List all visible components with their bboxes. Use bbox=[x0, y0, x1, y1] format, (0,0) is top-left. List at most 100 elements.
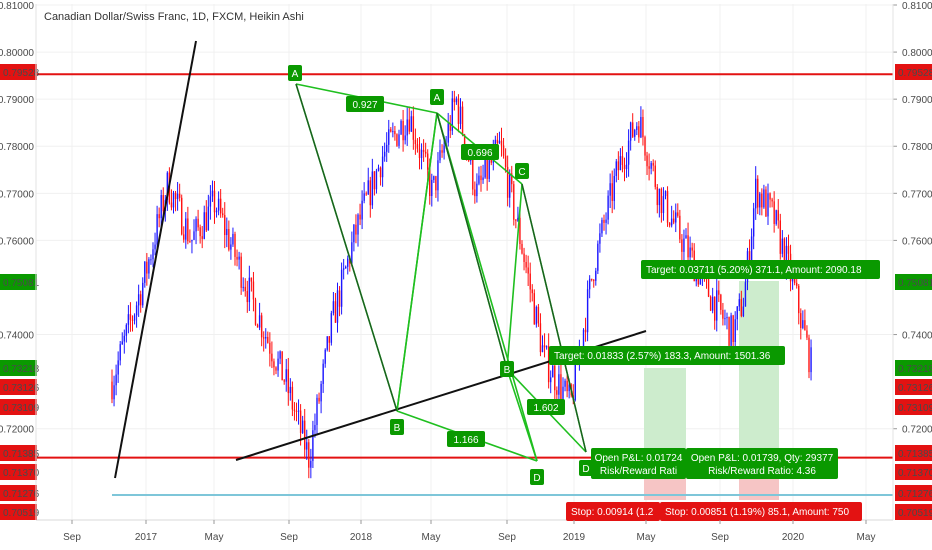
candle-body bbox=[113, 385, 115, 400]
candle-body bbox=[429, 169, 431, 196]
candle-body bbox=[541, 345, 544, 353]
candle-body bbox=[800, 313, 802, 328]
candle-body bbox=[506, 166, 509, 198]
candle-body bbox=[519, 217, 521, 245]
price-label-right: 0.75081 bbox=[895, 274, 932, 290]
candle-body bbox=[478, 175, 480, 184]
price-label-text: 0.79528 bbox=[898, 68, 932, 79]
candle-body bbox=[383, 151, 386, 157]
candle-body bbox=[586, 289, 589, 333]
harmonic-pattern: A B A C B D D 0.927 0.696 1.602 1.166 bbox=[288, 65, 593, 485]
candle-body bbox=[644, 137, 646, 156]
candle-body bbox=[480, 175, 482, 181]
candle-body bbox=[617, 161, 620, 171]
candle-body bbox=[176, 193, 179, 200]
candle-body bbox=[271, 353, 273, 362]
candle-body bbox=[365, 193, 367, 195]
candle-body bbox=[720, 294, 722, 310]
candle-body bbox=[199, 227, 201, 237]
candle-body bbox=[318, 397, 320, 402]
candle-body bbox=[133, 315, 136, 321]
candle-body bbox=[648, 166, 650, 169]
candle-body bbox=[431, 179, 433, 196]
candle-body bbox=[502, 145, 505, 156]
candle-body bbox=[740, 299, 743, 317]
candle-body bbox=[228, 229, 230, 250]
candle-body bbox=[386, 144, 388, 152]
candle-body bbox=[451, 98, 453, 131]
stop-label-left-line: Stop: 0.00914 (1.2 bbox=[571, 507, 654, 518]
candle-body bbox=[484, 158, 486, 178]
candle-body bbox=[558, 374, 560, 395]
candle-body bbox=[670, 218, 673, 226]
candle-body bbox=[566, 380, 568, 392]
candle-body bbox=[236, 256, 238, 260]
candle-body bbox=[410, 116, 412, 132]
candle-body bbox=[504, 155, 507, 167]
candle-body bbox=[234, 233, 236, 257]
y-axis-right: 0.81000 0.80000 0.79000 0.78000 0.77000 0.760… bbox=[892, 1, 932, 520]
candle-body bbox=[666, 191, 669, 223]
candle-body bbox=[195, 218, 197, 232]
y-tick-right: 0.81000 bbox=[902, 1, 932, 12]
pattern-point-a-text: A bbox=[292, 69, 299, 80]
candle-body bbox=[621, 156, 624, 165]
stop-label-right-line: Stop: 0.00851 (1.19%) 85.1, Amount: 750 bbox=[665, 507, 849, 518]
candle-body bbox=[340, 269, 343, 307]
candle-body bbox=[402, 120, 404, 141]
candle-body bbox=[439, 150, 441, 161]
ratio-label-text: 1.602 bbox=[533, 403, 558, 414]
candle-body bbox=[533, 293, 535, 325]
candle-body bbox=[400, 120, 402, 135]
candle-body bbox=[527, 267, 529, 274]
candle-body bbox=[332, 301, 335, 314]
candle-body bbox=[142, 282, 144, 306]
candle-body bbox=[627, 140, 630, 165]
candle-body bbox=[584, 329, 587, 333]
x-axis: Sep 2017 May Sep 2018 May Sep 2019 May Sep 2020 May bbox=[63, 520, 875, 543]
candle-body bbox=[398, 134, 400, 146]
candle-body bbox=[660, 188, 663, 214]
candle-body bbox=[642, 117, 644, 138]
candle-body bbox=[238, 256, 240, 260]
candle-body bbox=[299, 410, 302, 433]
candle-body bbox=[160, 195, 162, 219]
price-label-text: 0.73109 bbox=[898, 403, 932, 414]
pattern-point-c-text: C bbox=[518, 167, 525, 178]
candle-body bbox=[509, 173, 511, 198]
candle-body bbox=[205, 212, 207, 231]
harmonic-leg-dark bbox=[295, 83, 398, 412]
candle-body bbox=[654, 165, 656, 187]
candle-body bbox=[685, 235, 687, 239]
target-label-lower-line: Target: 0.01833 (2.57%) 183.3, Amount: 1… bbox=[554, 351, 771, 362]
stop-label-right: Stop: 0.00851 (1.19%) 85.1, Amount: 750 bbox=[660, 502, 862, 521]
open-pl-label-left: Open P&L: 0.01724 Risk/Reward Rati bbox=[591, 448, 686, 479]
candle-body bbox=[459, 106, 462, 124]
candle-body bbox=[123, 335, 125, 342]
candle-body bbox=[673, 218, 675, 223]
candle-body bbox=[232, 233, 234, 245]
candle-body bbox=[269, 342, 271, 354]
candle-body bbox=[588, 278, 591, 290]
candle-body bbox=[392, 131, 394, 133]
candle-body bbox=[529, 273, 531, 290]
candle-body bbox=[679, 215, 681, 240]
candle-body bbox=[777, 210, 779, 221]
candle-body bbox=[424, 151, 427, 154]
candle-body bbox=[629, 122, 632, 141]
price-label-right: 0.73109 bbox=[895, 399, 932, 415]
candle-body bbox=[691, 247, 693, 251]
candle-body bbox=[277, 358, 279, 371]
pattern-point-b-text: B bbox=[504, 365, 511, 376]
candle-body bbox=[728, 317, 730, 346]
candle-body bbox=[765, 189, 767, 217]
candle-body bbox=[371, 171, 374, 206]
candle-body bbox=[463, 134, 466, 151]
candle-body bbox=[287, 369, 289, 394]
candle-body bbox=[734, 319, 736, 343]
pattern-point-a-text: A bbox=[434, 93, 441, 104]
candle-body bbox=[172, 192, 175, 208]
chart-title: Canadian Dollar/Swiss Franc, 1D, FXCM, H… bbox=[44, 11, 304, 23]
candle-body bbox=[773, 201, 775, 224]
